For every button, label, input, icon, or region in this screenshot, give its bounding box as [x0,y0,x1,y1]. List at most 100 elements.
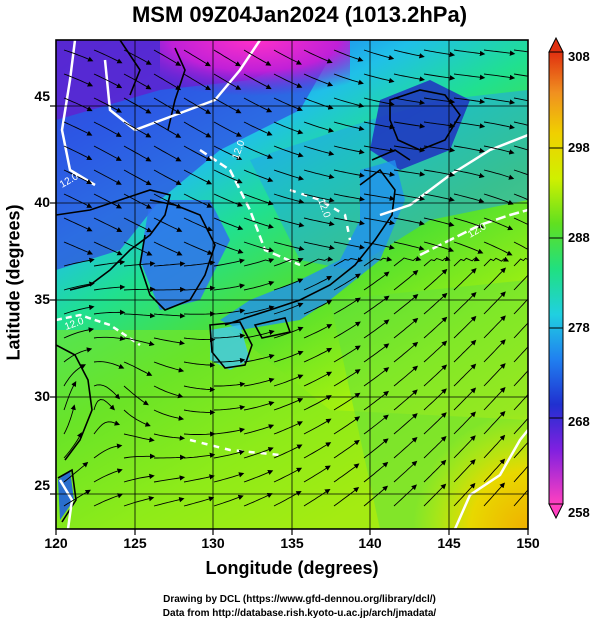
streamline [153,497,185,507]
streamline [393,341,419,363]
streamline [213,308,246,315]
streamline [453,145,485,154]
streamline [333,439,360,459]
streamline [513,121,528,126]
streamline [423,316,448,339]
streamline [513,217,528,226]
streamline [363,271,390,291]
streamline [214,357,246,364]
streamline [333,217,365,226]
streamline [123,73,152,90]
streamline [453,121,486,129]
streamline [453,292,477,315]
streamline [273,121,304,135]
streamline [303,145,335,156]
streamline [93,420,121,435]
streamline [363,73,395,84]
streamline [333,145,365,155]
grid [56,40,528,529]
streamline [393,317,419,339]
streamline [333,257,363,267]
streamline [93,97,122,113]
streamline [393,73,425,82]
streamline [243,469,274,483]
streamline [303,73,334,87]
streamline [273,421,303,435]
streamline [273,397,304,411]
streamline [393,121,426,129]
streamline [513,241,528,250]
streamline [453,97,486,105]
streamline [153,193,182,209]
streamline [303,418,332,435]
streamline [513,322,528,339]
streamline [63,327,95,339]
streamline [213,49,242,67]
streamline [333,487,360,507]
streamline [303,275,333,291]
streamline [513,465,528,483]
streamline [63,241,93,255]
streamline [453,315,477,339]
streamline [123,241,153,256]
streamline [273,258,304,267]
streamline [393,49,425,59]
streamline [154,454,186,461]
streamline [483,241,513,256]
streamline [333,73,364,85]
streamline [363,461,389,483]
streamline [213,97,242,114]
streamline [513,298,528,315]
streamline [183,336,216,343]
streamline [303,49,333,64]
streamline [93,121,122,137]
streamline [213,145,243,161]
streamline [363,414,389,435]
streamline [123,473,155,483]
streamline [303,193,335,203]
streamline [213,427,246,435]
streamline [483,267,506,291]
streamline [123,361,153,376]
streamline [483,73,516,81]
streamline [63,193,93,208]
streamline [213,449,245,459]
streamline [483,410,506,435]
streamline [213,193,244,207]
streamline [243,121,273,136]
streamline [183,260,216,267]
streamline [63,364,86,387]
streamline [423,49,456,58]
y-axis-label: Latitude (degrees) [3,204,24,361]
streamline [483,145,515,155]
streamline [423,483,447,507]
streamline [183,474,215,483]
x-tick-label: 130 [201,535,225,551]
streamline [423,292,448,315]
streamline [393,256,422,267]
streamline [273,350,304,363]
streamline [63,381,77,411]
streamline [123,337,155,347]
streamline [273,491,302,507]
streamline [363,438,389,459]
streamline [93,169,122,185]
streamline [363,121,395,130]
streamline [303,121,335,133]
streamline [513,370,528,387]
streamline [153,169,182,185]
streamline [183,409,216,416]
streamline [483,363,506,387]
streamline [513,417,528,435]
streamline [93,309,126,316]
streamline [123,312,156,319]
streamline [513,73,528,77]
tick-marks [50,105,529,535]
streamline [213,73,242,90]
streamline [93,49,123,64]
colorbar-gradient [548,51,564,505]
streamline [363,49,395,61]
streamline [213,169,243,184]
streamline [513,274,528,291]
